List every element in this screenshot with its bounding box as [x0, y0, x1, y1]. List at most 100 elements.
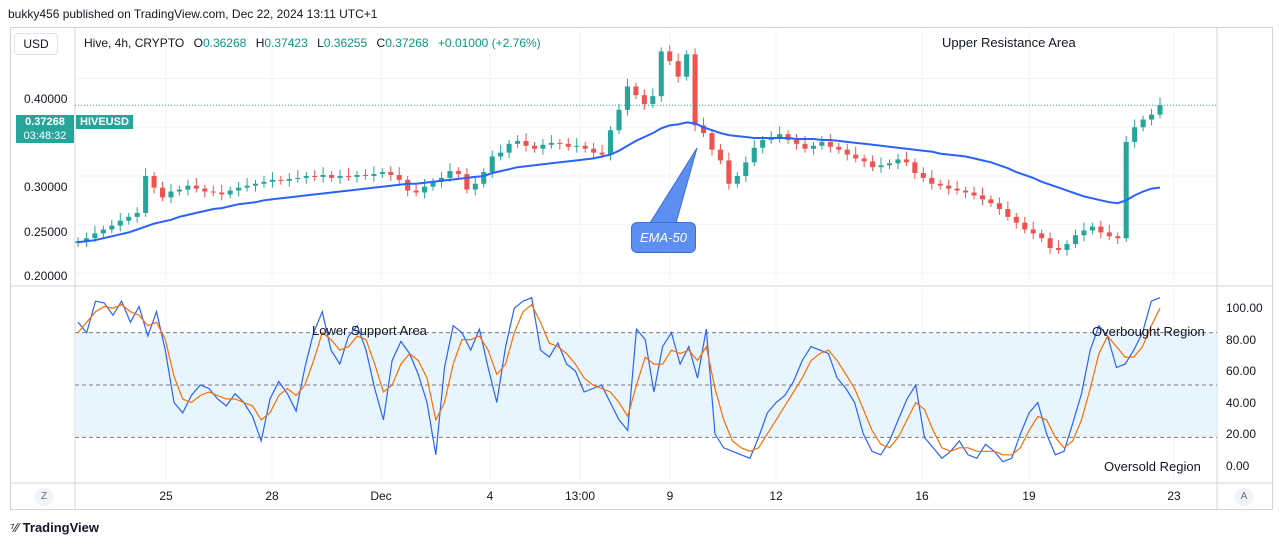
candle-body — [819, 141, 825, 146]
upper-resistance-label: Upper Resistance Area — [942, 35, 1076, 50]
candle-body — [531, 145, 538, 149]
candle-body — [878, 165, 884, 168]
last-price-value: 0.37268 — [16, 115, 74, 129]
candle-body — [853, 154, 859, 159]
ema-callout-pointer — [649, 147, 698, 224]
candle-body — [895, 159, 901, 164]
candle-body — [1039, 233, 1045, 239]
candle-body — [1115, 236, 1121, 239]
candle-body — [1132, 127, 1138, 142]
open-value: 0.36268 — [202, 36, 247, 50]
stoch-axis-tick: 20.00 — [1226, 427, 1257, 441]
candle-body — [777, 134, 783, 138]
candle-body — [675, 61, 681, 77]
candle-body — [168, 191, 174, 198]
ema-callout: EMA-50 — [631, 222, 696, 253]
lower-support-label: Lower Support Area — [312, 323, 427, 338]
stoch-axis-tick: 60.00 — [1226, 364, 1257, 378]
candle-body — [844, 149, 850, 155]
time-axis-tick: 19 — [1022, 489, 1036, 503]
candle-body — [1064, 244, 1070, 250]
candle-body — [295, 177, 301, 179]
candle-body — [565, 143, 571, 147]
candle-body — [472, 183, 478, 190]
candle-body — [979, 195, 986, 200]
candle-body — [261, 181, 267, 184]
candle-body — [464, 174, 470, 190]
candle-body — [870, 161, 876, 168]
candle-body — [599, 152, 605, 155]
candle-body — [684, 54, 690, 77]
symbol-description: Hive, 4h, CRYPTO — [84, 36, 185, 50]
candle-body — [244, 185, 250, 188]
change-value: +0.01000 (+2.76%) — [437, 36, 541, 50]
oversold-label: Oversold Region — [1104, 459, 1201, 474]
time-axis-tick: 13:00 — [564, 489, 596, 503]
tradingview-logo-icon: ⁷⁄⁄ — [10, 520, 23, 535]
candle-body — [988, 199, 994, 204]
candle-body — [193, 185, 199, 189]
candle-body — [1089, 226, 1095, 231]
candle-body — [379, 172, 385, 175]
candle-body — [515, 140, 521, 144]
candle-body — [498, 152, 504, 157]
candle-body — [861, 158, 867, 162]
candle-body — [743, 162, 749, 176]
candle-body — [430, 181, 436, 187]
candle-body — [278, 179, 284, 181]
candle-body — [641, 95, 647, 104]
stoch-d-line — [77, 303, 1161, 456]
candle-body — [422, 186, 428, 193]
candle-body — [481, 172, 487, 184]
candle-body — [996, 203, 1002, 210]
candle-body — [92, 233, 98, 239]
candle-body — [1149, 114, 1155, 120]
auto-scale-button[interactable]: A — [1234, 488, 1254, 506]
candle-body — [557, 142, 563, 144]
time-axis-tick: 9 — [666, 489, 674, 503]
candle-body — [371, 174, 377, 176]
price-axis-tick: 0.25000 — [24, 225, 68, 239]
candle-body — [523, 140, 529, 146]
candle-body — [354, 174, 360, 177]
candle-body — [802, 143, 808, 149]
candle-body — [303, 175, 309, 178]
candle-body — [286, 178, 292, 181]
candle-body — [269, 179, 275, 182]
candle-body — [912, 162, 918, 174]
candle-body — [447, 171, 453, 178]
candle-body — [1106, 232, 1112, 237]
zoom-toggle-button[interactable]: Z — [34, 488, 54, 506]
candle-body — [159, 187, 166, 198]
candle-body — [210, 191, 216, 193]
candle-body — [946, 185, 952, 189]
candle-body — [320, 174, 326, 177]
time-axis-tick: 23 — [1167, 489, 1181, 503]
candle-body — [633, 86, 639, 96]
candle-body — [345, 175, 352, 177]
tradingview-logo: ⁷⁄⁄ TradingView — [10, 520, 99, 535]
candle-body — [1047, 238, 1053, 248]
tradingview-logo-text: TradingView — [22, 520, 100, 535]
time-axis-tick: 12 — [769, 489, 783, 503]
candle-body — [252, 183, 259, 186]
currency-button[interactable]: USD — [14, 33, 58, 55]
candle-body — [616, 109, 622, 131]
candle-body — [886, 163, 893, 166]
candle-body — [1022, 222, 1028, 230]
candle-body — [413, 190, 419, 193]
candle-body — [700, 125, 707, 134]
low-value: 0.36255 — [323, 36, 368, 50]
time-axis-tick: 28 — [265, 489, 279, 503]
candle-body — [1030, 229, 1036, 234]
candle-body — [506, 143, 512, 153]
price-axis-tick: 0.40000 — [24, 92, 68, 106]
candle-body — [75, 241, 81, 244]
candle-body — [667, 51, 673, 62]
candle-body — [1005, 209, 1011, 217]
candle-body — [971, 192, 977, 196]
candle-body — [726, 160, 732, 184]
candle-body — [548, 142, 554, 145]
candle-body — [1098, 226, 1104, 233]
